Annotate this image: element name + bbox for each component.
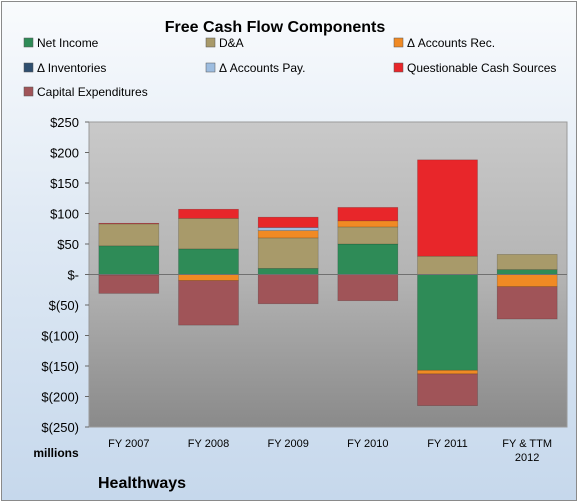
y-tick-label: $(250) <box>41 420 79 435</box>
bar-segment-capital-expenditures <box>496 286 558 320</box>
bar-segment-net-income <box>337 243 399 275</box>
x-tick-label: 2012 <box>515 452 539 464</box>
company-name: Healthways <box>98 475 186 492</box>
y-tick-label: $50 <box>57 237 79 252</box>
y-tick-label: $100 <box>50 207 79 222</box>
bar-segment-questionable-cash-sources <box>98 222 160 225</box>
bar-segment-capital-expenditures <box>178 280 239 326</box>
bar-segment-capital-expenditures <box>337 274 399 302</box>
y-tick-label: $(50) <box>49 298 79 313</box>
x-tick-label: FY 2008 <box>188 438 229 450</box>
legend: Net Income D&A Δ Accounts Rec. Δ Inventorie… <box>23 36 556 99</box>
y-tick-label: $150 <box>50 176 79 191</box>
chart-title: Free Cash Flow Components <box>165 19 386 36</box>
bar-segment-capital-expenditures <box>257 274 319 305</box>
bar-segment-d-a <box>417 255 478 275</box>
bar-segment-questionable-cash-sources <box>337 207 399 222</box>
x-tick-label: FY 2011 <box>427 438 468 450</box>
legend-swatch-d-a <box>205 37 216 48</box>
legend-swatch-inventories <box>23 62 34 73</box>
bar-segment-accounts-rec <box>257 230 319 239</box>
y-tick-label: $(200) <box>41 390 79 405</box>
y-tick-label: $250 <box>50 115 79 130</box>
bar-segment-accounts-rec <box>417 369 478 375</box>
unit-label: millions <box>33 446 79 460</box>
bar-segment-d-a <box>257 237 319 269</box>
legend-label-inventories: Δ Inventories <box>37 61 106 75</box>
bar-segment-d-a <box>98 223 160 247</box>
bar-segment-questionable-cash-sources <box>257 216 319 228</box>
legend-label-d-a: D&A <box>219 36 244 50</box>
y-tick-label: $(100) <box>41 329 79 344</box>
bar-segment-net-income <box>178 248 239 275</box>
legend-label-accounts-rec: Δ Accounts Rec. <box>407 36 495 50</box>
y-tick-label: $- <box>67 268 79 283</box>
legend-swatch-capital-expenditures <box>23 86 34 97</box>
bar-segment-questionable-cash-sources <box>178 208 239 219</box>
bar-segment-accounts-pay <box>257 227 319 231</box>
x-axis: FY 2007 FY 2008 FY 2009 FY 2010 FY 2011 FY & … <box>108 438 552 464</box>
legend-label-capital-expenditures: Capital Expenditures <box>37 85 148 99</box>
bar-segment-accounts-rec <box>496 274 558 287</box>
bar-segment-d-a <box>178 218 239 250</box>
bar-segment-net-income <box>417 274 478 371</box>
bar-segment-net-income <box>98 245 160 275</box>
bar-segment-net-income <box>257 268 319 275</box>
legend-label-accounts-pay: Δ Accounts Pay. <box>219 61 306 75</box>
bar-segment-d-a <box>496 254 558 270</box>
bar-segment-capital-expenditures <box>417 373 478 406</box>
legend-label-questionable-cash-sources: Questionable Cash Sources <box>407 61 556 75</box>
y-axis: $250 $200 $150 $100 $50 $- $(50) $(100) $(150) $(… <box>41 115 89 435</box>
bar-segment-net-income <box>496 269 558 275</box>
bar-segment-d-a <box>337 226 399 245</box>
bar-segment-accounts-rec <box>337 220 399 228</box>
legend-swatch-questionable-cash-sources <box>393 62 404 73</box>
x-tick-label: FY & TTM <box>502 438 552 450</box>
bars <box>89 159 567 406</box>
legend-swatch-accounts-pay <box>205 62 216 73</box>
legend-swatch-accounts-rec <box>393 37 404 48</box>
legend-swatch-net-income <box>23 37 34 48</box>
x-tick-label: FY 2009 <box>267 438 308 450</box>
legend-label-net-income: Net Income <box>37 36 99 50</box>
y-tick-label: $(150) <box>41 359 79 374</box>
x-tick-label: FY 2007 <box>108 438 149 450</box>
bar-segment-accounts-rec <box>178 274 239 281</box>
y-tick-label: $200 <box>50 146 79 161</box>
bar-segment-capital-expenditures <box>98 274 160 294</box>
x-tick-label: FY 2010 <box>347 438 388 450</box>
bar-segment-questionable-cash-sources <box>417 159 478 257</box>
